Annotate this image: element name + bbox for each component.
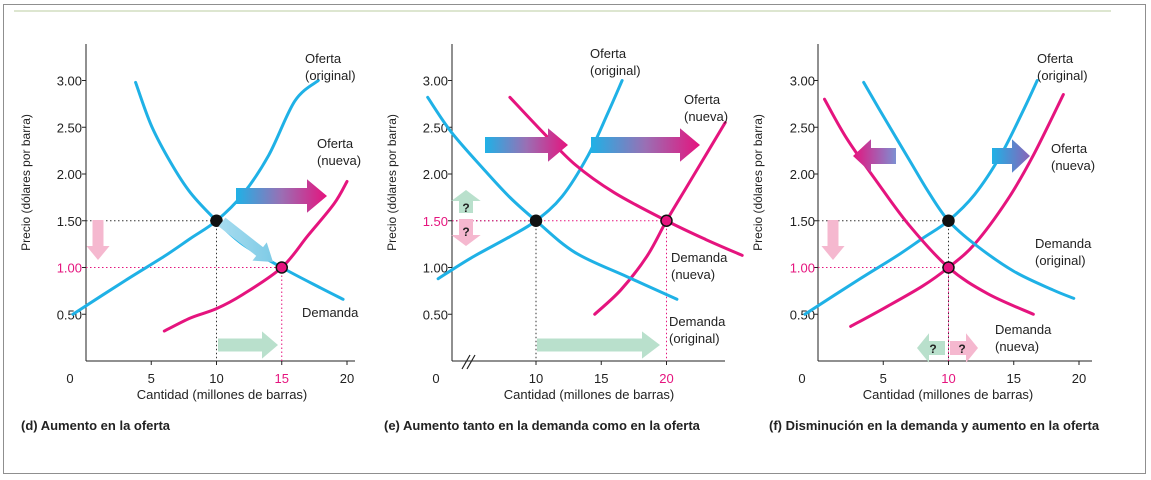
quantity-up-arrow — [218, 331, 278, 359]
y-axis-label: Precio (dólares por barra) — [751, 114, 765, 251]
axis-break-mark — [461, 354, 471, 370]
equilibrium-point — [942, 261, 955, 274]
curve-label: Oferta — [305, 51, 342, 66]
curve-oferta-nueva — [162, 179, 349, 333]
x-tick-label: 5 — [148, 371, 155, 386]
price-up-arrow — [451, 190, 481, 213]
axis-break-mark — [466, 354, 476, 370]
x-tick-label: 15 — [1007, 371, 1021, 386]
origin-label: 0 — [432, 371, 439, 386]
demand-shift-arrow — [853, 139, 896, 173]
caption-panel-d: (d) Aumento en la oferta — [21, 418, 171, 433]
price-question-down: ? — [462, 225, 469, 239]
chart-panel-f: 3.002.502.001.501.000.505 10 15 200Cantidad… — [751, 44, 1095, 402]
curve-oferta-original — [803, 79, 1039, 316]
curve-label: Demanda — [995, 322, 1052, 337]
curve-label: Oferta — [1051, 141, 1088, 156]
x-axis-label: Cantidad (millones de barras) — [504, 387, 675, 402]
y-tick-label: 1.50 — [790, 214, 815, 229]
curve-label-sub: (original) — [1037, 68, 1088, 83]
y-tick-label: 2.00 — [423, 167, 448, 182]
x-tick-label: 10 — [209, 371, 223, 386]
curve-label-sub: (original) — [305, 68, 356, 83]
curve-oferta-nueva — [849, 93, 1065, 328]
curve-label-sub: (original) — [1035, 253, 1086, 268]
x-tick-label: 5 — [880, 371, 887, 386]
curve-label: Oferta — [1037, 51, 1074, 66]
quantity-right-arrow — [950, 333, 978, 363]
x-tick-label: 20 — [340, 371, 354, 386]
top-rule — [14, 10, 1111, 12]
x-axis-label: Cantidad (millones de barras) — [863, 387, 1034, 402]
curve-demanda-nueva — [823, 97, 1035, 316]
curve-label-sub: (nueva) — [671, 267, 715, 282]
equilibrium-point — [660, 214, 673, 227]
curve-demanda-nueva — [508, 95, 744, 257]
curve-label: Demanda — [1035, 236, 1092, 251]
origin-label: 0 — [798, 371, 805, 386]
curve-label: Demanda — [669, 314, 726, 329]
y-tick-label: 2.50 — [790, 120, 815, 135]
x-tick-label: 15 — [594, 371, 608, 386]
y-tick-label: 1.00 — [57, 261, 82, 276]
y-tick-label: 1.00 — [790, 261, 815, 276]
price-down-arrow — [86, 220, 110, 260]
y-tick-label: 3.00 — [57, 74, 82, 89]
x-tick-label: 20 — [1072, 371, 1086, 386]
curve-demanda-original — [426, 95, 679, 301]
x-tick-label: 20 — [659, 371, 673, 386]
y-tick-label: 2.00 — [790, 167, 815, 182]
quantity-left-arrow — [917, 333, 945, 363]
curve-label: Oferta — [590, 46, 627, 61]
price-question-up: ? — [462, 201, 469, 215]
y-tick-label: 2.50 — [57, 120, 82, 135]
y-axis-label: Precio (dólares por barra) — [385, 114, 399, 251]
x-tick-label: 10 — [941, 371, 955, 386]
y-tick-label: 1.00 — [423, 261, 448, 276]
curve-label-sub: (nueva) — [1051, 158, 1095, 173]
curve-label-sub: (original) — [669, 331, 720, 346]
y-tick-label: 2.00 — [57, 167, 82, 182]
caption-panel-e: (e) Aumento tanto en la demanda como en … — [384, 418, 700, 433]
equilibrium-point — [942, 214, 955, 227]
quantity-question-right: ? — [958, 342, 965, 356]
demand-shift-arrow — [485, 128, 568, 162]
curve-label: Demanda — [671, 250, 728, 265]
curve-label-sub: (original) — [590, 63, 641, 78]
price-down-arrow — [821, 220, 845, 260]
x-tick-label: 10 — [529, 371, 543, 386]
quantity-up-arrow — [537, 331, 660, 359]
figure-frame — [3, 4, 1146, 474]
y-axis-label: Precio (dólares por barra) — [19, 114, 33, 251]
curve-label: Oferta — [684, 92, 721, 107]
y-tick-label: 1.50 — [57, 214, 82, 229]
y-tick-label: 0.50 — [423, 307, 448, 322]
y-tick-label: 1.50 — [423, 214, 448, 229]
curve-label: Demanda — [302, 305, 359, 320]
supply-shift-arrow — [992, 139, 1030, 173]
x-axis-label: Cantidad (millones de barras) — [137, 387, 308, 402]
quantity-question-left: ? — [929, 342, 936, 356]
chart-panel-d: 3.002.502.001.501.000.505 10 15 200Cantidad… — [19, 44, 361, 402]
curve-label-sub: (nueva) — [684, 109, 728, 124]
curve-oferta-original — [436, 79, 624, 281]
supply-shift-arrow — [236, 179, 327, 213]
curve-label: Oferta — [317, 136, 354, 151]
caption-panel-f: (f) Disminución en la demanda y aumento … — [769, 418, 1100, 433]
equilibrium-move-arrow — [218, 217, 273, 262]
x-tick-label: 15 — [275, 371, 289, 386]
equilibrium-point — [210, 214, 223, 227]
equilibrium-point — [275, 261, 288, 274]
y-tick-label: 3.00 — [790, 74, 815, 89]
curve-label-sub: (nueva) — [995, 339, 1039, 354]
origin-label: 0 — [66, 371, 73, 386]
equilibrium-point — [529, 214, 543, 227]
chart-panel-e: 3.00 2.50 2.00 1.50 1.00 0.50 10 15 20 0 Cantidad … — [385, 44, 744, 402]
y-tick-label: 3.00 — [423, 74, 448, 89]
curve-label-sub: (nueva) — [317, 153, 361, 168]
supply-shift-arrow — [591, 128, 700, 162]
price-down-arrow — [451, 219, 481, 246]
y-tick-label: 2.50 — [423, 120, 448, 135]
